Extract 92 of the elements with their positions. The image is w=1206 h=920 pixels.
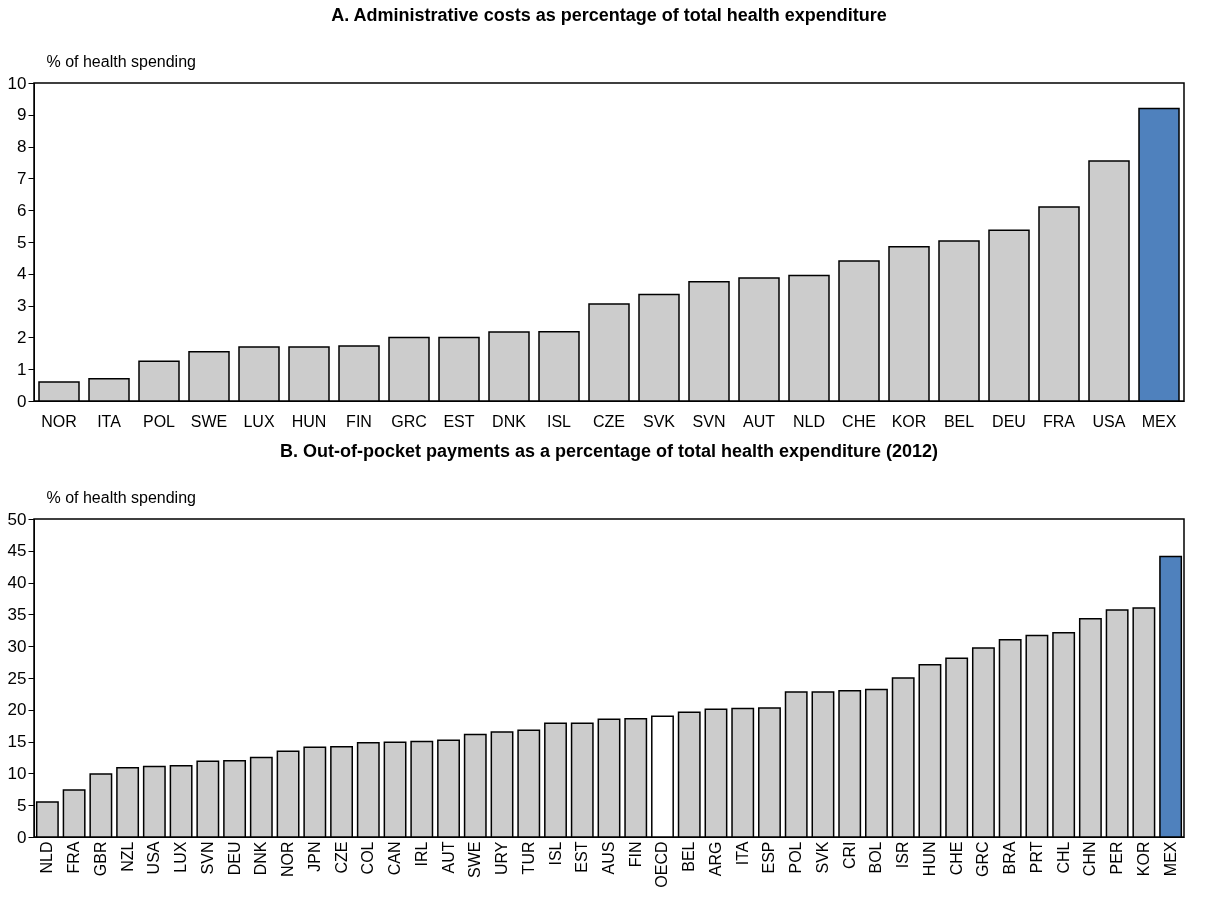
x-tick-label: ESP: [760, 841, 778, 874]
x-tick-label: BOL: [867, 841, 885, 874]
x-tick-label: JPN: [305, 841, 323, 872]
x-tick-label: BRA: [1001, 841, 1019, 875]
y-tick-label: 10: [7, 73, 27, 93]
x-tick-label: URY: [493, 841, 511, 875]
x-tick-label: SVN: [692, 412, 726, 430]
x-tick-label: CHN: [1081, 841, 1099, 877]
x-tick-label: SVK: [642, 412, 676, 430]
x-tick-label: BEL: [943, 412, 975, 430]
x-tick-label: PER: [1108, 841, 1126, 875]
y-axis-title: % of health spending: [46, 488, 196, 506]
y-tick-label: 1: [17, 359, 27, 379]
y-tick-label: 20: [7, 700, 27, 720]
y-axis-title: % of health spending: [46, 52, 196, 70]
x-tick-label: DEU: [992, 412, 1026, 430]
x-tick-label: FRA: [1043, 412, 1076, 430]
y-tick-label: 2: [17, 327, 27, 347]
x-tick-label: CHL: [1054, 841, 1072, 874]
x-tick-label: EST: [573, 841, 591, 873]
x-tick-label: BEL: [680, 841, 698, 872]
x-tick-label: CHE: [947, 841, 965, 876]
y-tick-label: 7: [17, 168, 27, 188]
x-tick-label: ITA: [97, 412, 122, 430]
x-tick-label: NLD: [792, 412, 826, 430]
x-tick-label: CHE: [842, 412, 876, 430]
y-tick-label: 6: [17, 200, 27, 220]
x-tick-label: SWE: [190, 412, 228, 430]
x-tick-label: NLD: [38, 841, 56, 874]
y-tick-label: 0: [17, 827, 27, 847]
x-tick-label: FIN: [346, 412, 372, 430]
x-tick-label: DNK: [252, 841, 270, 876]
x-tick-label: COL: [359, 841, 377, 875]
x-tick-label: AUT: [743, 412, 776, 430]
x-tick-label: NOR: [279, 841, 297, 878]
x-tick-label: TUR: [519, 841, 537, 875]
x-tick-label: SVK: [813, 841, 831, 874]
x-tick-label: SWE: [466, 841, 484, 878]
x-tick-label: USA: [145, 841, 163, 875]
x-tick-label: ARG: [706, 841, 724, 877]
x-tick-label: MEX: [1161, 841, 1179, 877]
x-tick-label: LUX: [243, 412, 275, 430]
x-tick-label: FRA: [65, 841, 83, 874]
x-tick-label: POL: [787, 841, 805, 874]
x-tick-label: EST: [443, 412, 475, 430]
y-tick-label: 40: [7, 573, 27, 593]
x-tick-label: CZE: [332, 841, 350, 874]
x-tick-label: HUN: [920, 841, 938, 877]
x-tick-label: ISR: [894, 841, 912, 869]
x-tick-label: AUS: [600, 841, 617, 875]
x-tick-label: FIN: [626, 841, 644, 868]
y-tick-label: 9: [17, 105, 27, 125]
x-tick-label: NZL: [118, 841, 136, 872]
x-tick-label: OECD: [653, 841, 671, 888]
x-tick-label: AUT: [439, 841, 457, 874]
x-tick-label: ITA: [733, 841, 751, 866]
y-tick-label: 4: [17, 264, 27, 284]
y-tick-label: 5: [17, 795, 27, 815]
y-tick-label: 0: [17, 391, 27, 411]
x-tick-label: PRT: [1027, 841, 1045, 874]
y-tick-label: 10: [7, 763, 27, 783]
x-tick-label: DEU: [225, 841, 243, 876]
x-tick-label: POL: [142, 412, 176, 430]
y-tick-label: 15: [7, 732, 27, 752]
x-tick-label: IRL: [412, 841, 430, 867]
x-tick-label: NOR: [41, 412, 77, 430]
x-tick-label: GRC: [391, 412, 427, 430]
x-tick-label: SVN: [198, 841, 216, 875]
x-tick-label: ISL: [546, 841, 564, 866]
chart-title: B. Out-of-pocket payments as a percentage of total health expenditure (2012): [279, 441, 939, 461]
y-tick-label: 45: [7, 541, 27, 561]
x-tick-label: GBR: [91, 841, 109, 877]
y-tick-label: 5: [17, 232, 27, 252]
x-tick-label: USA: [1092, 412, 1126, 430]
y-tick-label: 3: [17, 296, 27, 316]
y-tick-label: 25: [7, 668, 27, 688]
y-tick-label: 50: [7, 509, 27, 529]
y-tick-label: 8: [17, 137, 27, 157]
x-tick-label: LUX: [172, 841, 190, 873]
x-tick-label: HUN: [291, 412, 327, 430]
y-tick-label: 35: [7, 604, 27, 624]
x-tick-label: CAN: [386, 841, 404, 876]
x-tick-label: MEX: [1141, 412, 1177, 430]
x-tick-label: GRC: [974, 841, 992, 878]
x-tick-label: ISL: [546, 412, 572, 430]
chart-title: A. Administrative costs as percentage of total health expenditure: [331, 5, 887, 25]
x-tick-label: CRI: [840, 841, 858, 870]
x-tick-label: KOR: [1134, 841, 1152, 877]
x-tick-label: KOR: [891, 412, 927, 430]
y-tick-label: 30: [7, 636, 27, 656]
x-tick-label: CZE: [593, 412, 625, 430]
x-tick-label: DNK: [492, 412, 527, 430]
